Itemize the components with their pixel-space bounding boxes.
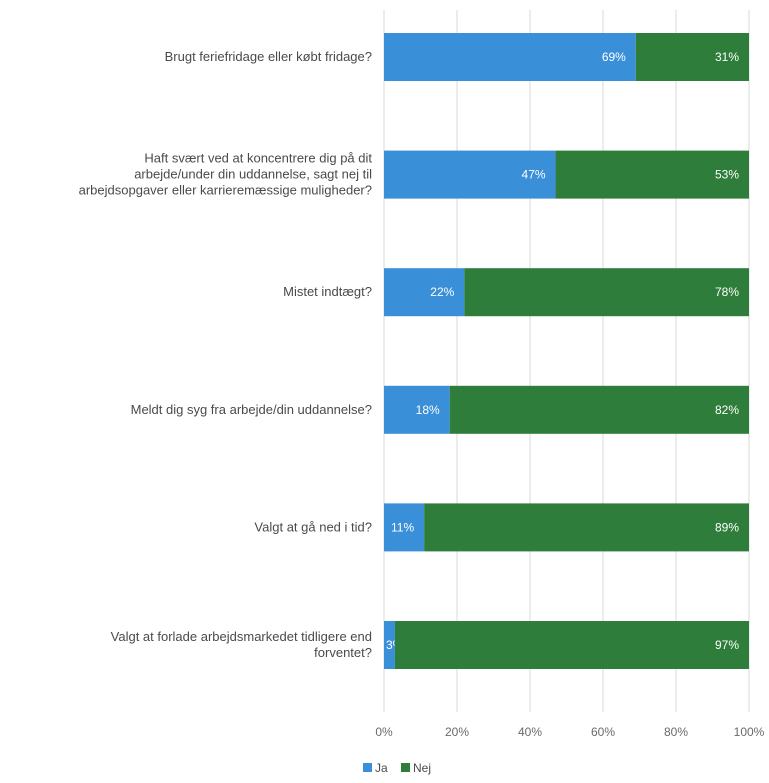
category-label-line: Mistet indtægt? xyxy=(283,284,372,299)
bar-ja-0 xyxy=(384,33,636,81)
bar-ja-4 xyxy=(384,503,425,552)
bar-ja-3 xyxy=(384,385,450,434)
category-label-line: Brugt feriefridage eller købt fridage? xyxy=(165,49,372,64)
x-tick-label: 100% xyxy=(734,725,765,739)
bar-nej-4 xyxy=(424,503,749,552)
gridlines xyxy=(383,10,750,712)
x-tick-label: 40% xyxy=(518,725,542,739)
category-label-line: Valgt at forlade arbejdsmarkedet tidlige… xyxy=(111,629,372,644)
legend-label-nej: Nej xyxy=(413,761,431,775)
bar-ja-1 xyxy=(384,150,556,199)
bar-nej-3 xyxy=(449,385,749,434)
data-label-ja-3: 18% xyxy=(416,403,440,417)
data-label-ja-4: 11% xyxy=(391,520,414,534)
bar-nej-5 xyxy=(394,621,749,669)
bars: 69% 31%47% 53%22% 78%18% 82%11% 89%3% 97% xyxy=(384,33,749,669)
data-label-ja-2: 22% xyxy=(430,285,454,299)
x-axis-ticks: 0% 20% 40% 60% 80% 100% xyxy=(375,725,764,739)
category-label-line: Valgt at gå ned i tid? xyxy=(254,519,372,534)
bar-nej-0 xyxy=(635,33,749,81)
data-label-nej-3: 82% xyxy=(715,403,739,417)
category-label-1: Haft svært ved at koncentrere dig på dit… xyxy=(79,151,373,198)
legend-swatch-ja xyxy=(363,763,372,772)
x-tick-label: 60% xyxy=(591,725,615,739)
data-label-nej-0: 31% xyxy=(715,50,739,64)
category-label-line: arbejdsopgaver eller karrieremæssige mul… xyxy=(79,183,372,198)
category-label-5: Valgt at forlade arbejdsmarkedet tidlige… xyxy=(111,629,372,660)
bar-ja-5 xyxy=(384,621,395,669)
category-labels: Brugt feriefridage eller købt fridage? Ha… xyxy=(79,49,373,660)
x-tick-label: 0% xyxy=(375,725,393,739)
data-label-ja-1: 47% xyxy=(522,168,546,182)
category-label-2: Mistet indtægt? xyxy=(283,284,372,299)
category-label-line: arbejde/under din uddannelse, sagt nej t… xyxy=(134,167,372,182)
bar-nej-2 xyxy=(464,268,749,317)
data-label-nej-5: 97% xyxy=(715,638,739,652)
bar-nej-1 xyxy=(555,150,749,199)
category-label-3: Meldt dig syg fra arbejde/din uddannelse… xyxy=(131,402,372,417)
category-label-0: Brugt feriefridage eller købt fridage? xyxy=(165,49,372,64)
legend-label-ja: Ja xyxy=(375,761,388,775)
category-label-4: Valgt at gå ned i tid? xyxy=(254,519,372,534)
data-label-nej-2: 78% xyxy=(715,285,739,299)
data-label-nej-1: 53% xyxy=(715,168,739,182)
category-label-line: forventet? xyxy=(314,645,372,660)
category-label-line: Haft svært ved at koncentrere dig på dit xyxy=(144,151,372,166)
x-tick-label: 80% xyxy=(664,725,688,739)
data-label-ja-0: 69% xyxy=(602,50,626,64)
x-tick-label: 20% xyxy=(445,725,469,739)
bar-ja-2 xyxy=(384,268,465,317)
category-label-line: Meldt dig syg fra arbejde/din uddannelse… xyxy=(131,402,372,417)
data-label-nej-4: 89% xyxy=(715,520,739,534)
legend: Ja Nej xyxy=(363,761,431,775)
legend-swatch-nej xyxy=(401,763,410,772)
